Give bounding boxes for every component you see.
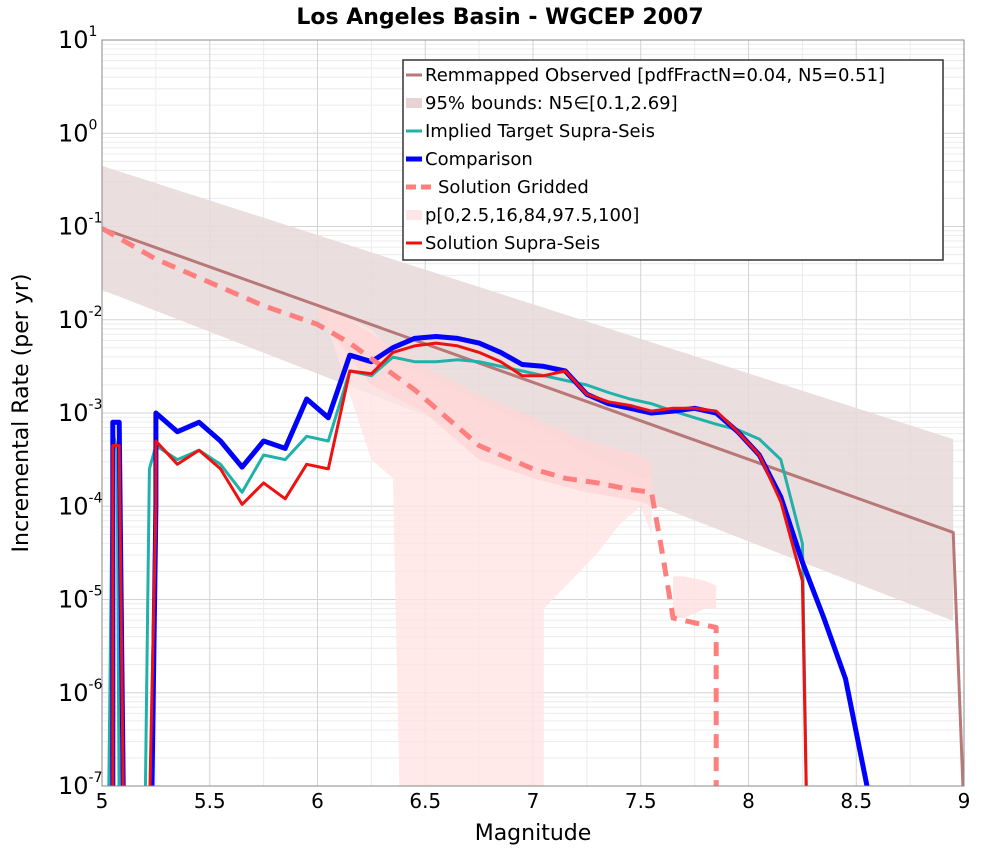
bounds-95-band bbox=[102, 165, 954, 621]
y-tick-label: 101 bbox=[58, 24, 97, 54]
x-tick-labels: 5 5.5 6 6.5 7 7.5 8 8.5 9 bbox=[96, 789, 971, 813]
legend-box bbox=[402, 59, 944, 261]
legend-label: p[0,2.5,16,84,97.5,100] bbox=[425, 205, 639, 226]
fractile-band bbox=[317, 301, 652, 507]
legend-label: Solution Gridded bbox=[438, 177, 589, 198]
chart-title: Los Angeles Basin - WGCEP 2007 bbox=[296, 5, 703, 30]
x-tick-label: 6.5 bbox=[409, 789, 441, 813]
y-tick-label: 10-7 bbox=[58, 770, 103, 800]
x-tick-label: 8.5 bbox=[840, 789, 872, 813]
legend-label: Comparison bbox=[425, 149, 533, 170]
y-tick-label: 10-6 bbox=[58, 677, 103, 707]
series-line bbox=[102, 226, 719, 786]
x-axis-label: Magnitude bbox=[475, 821, 592, 846]
fractile-band bbox=[328, 310, 652, 786]
legend-label: Implied Target Supra-Seis bbox=[425, 121, 655, 142]
x-tick-label: 7.5 bbox=[625, 789, 657, 813]
fractile-band bbox=[673, 576, 717, 619]
series-line bbox=[102, 226, 964, 786]
series-lines bbox=[102, 226, 964, 786]
plot-frame bbox=[101, 39, 965, 787]
x-tick-label: 9 bbox=[958, 789, 971, 813]
series-line bbox=[111, 341, 808, 786]
x-tick-label: 7 bbox=[527, 789, 540, 813]
x-tick-label: 8 bbox=[742, 789, 755, 813]
legend-swatch bbox=[406, 98, 422, 108]
legend: Remmapped Observed [pdfFractN=0.04, N5=0… bbox=[402, 59, 944, 261]
legend-swatch bbox=[406, 210, 422, 220]
legend-label: Remmapped Observed [pdfFractN=0.04, N5=0… bbox=[425, 65, 885, 86]
y-tick-label: 10-2 bbox=[58, 304, 103, 334]
bands bbox=[102, 165, 954, 786]
x-tick-label: 6 bbox=[311, 789, 324, 813]
y-tick-label: 10-5 bbox=[58, 584, 103, 614]
legend-label: 95% bounds: N5∈[0.1,2.69] bbox=[425, 93, 678, 114]
series-line bbox=[107, 355, 808, 786]
legend-label: Solution Supra-Seis bbox=[425, 233, 600, 254]
y-axis-label: Incremental Rate (per yr) bbox=[9, 274, 34, 553]
y-tick-label: 10-3 bbox=[58, 397, 103, 427]
y-tick-label: 100 bbox=[58, 117, 97, 147]
x-tick-label: 5.5 bbox=[194, 789, 226, 813]
x-tick-label: 5 bbox=[96, 789, 109, 813]
y-tick-label: 10-1 bbox=[58, 211, 103, 241]
y-tick-label: 10-4 bbox=[58, 490, 103, 520]
y-tick-labels: 101 100 10-1 10-2 10-3 10-4 10-5 10-6 10-7 bbox=[58, 24, 103, 800]
